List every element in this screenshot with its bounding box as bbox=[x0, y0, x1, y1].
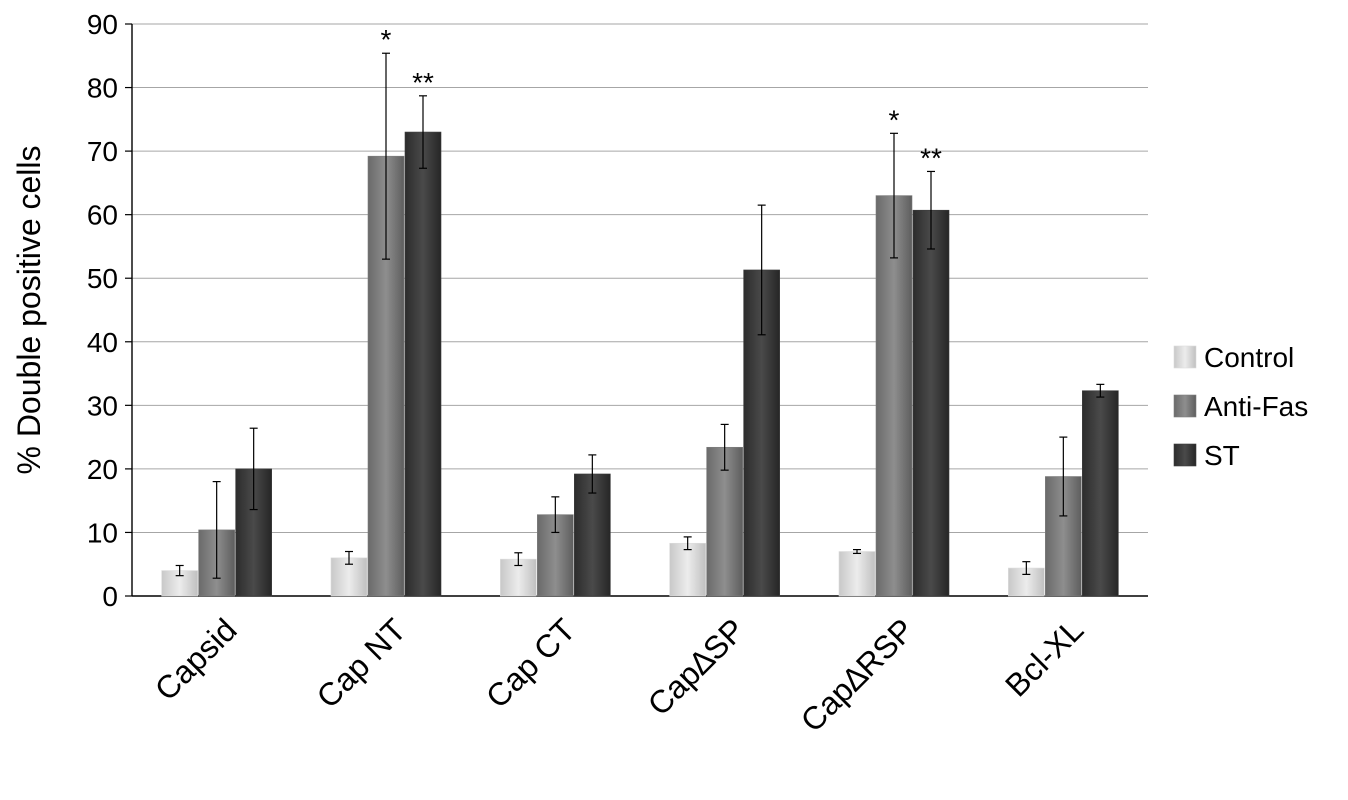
bar bbox=[1082, 390, 1119, 597]
legend-label: ST bbox=[1204, 440, 1240, 471]
category-labels: Capsid Cap NT Cap CT Cap∆SP Cap∆RSP Bcl-XL bbox=[148, 611, 1091, 738]
y-tick-labels: 0 10 20 30 40 50 60 70 80 90 bbox=[87, 9, 118, 612]
y-tick-label: 90 bbox=[87, 9, 118, 40]
bar bbox=[574, 473, 611, 597]
bar bbox=[404, 131, 442, 597]
y-tick-label: 60 bbox=[87, 200, 118, 231]
bars bbox=[161, 131, 1119, 597]
y-tick-label: 80 bbox=[87, 73, 118, 104]
significance-annotations: ****** bbox=[381, 24, 942, 173]
legend: Control Anti-Fas ST bbox=[1173, 342, 1308, 471]
axes bbox=[125, 23, 1148, 597]
category-label: Cap NT bbox=[310, 611, 413, 714]
legend-label: Anti-Fas bbox=[1204, 391, 1308, 422]
category-label: Bcl-XL bbox=[998, 611, 1090, 703]
significance-marker: ** bbox=[920, 142, 942, 173]
y-tick-label: 50 bbox=[87, 263, 118, 294]
y-tick-label: 40 bbox=[87, 327, 118, 358]
legend-swatch bbox=[1173, 443, 1197, 467]
y-tick-label: 10 bbox=[87, 517, 118, 548]
y-tick-label: 0 bbox=[102, 581, 118, 612]
significance-marker: * bbox=[381, 24, 392, 55]
y-tick-label: 20 bbox=[87, 454, 118, 485]
bar bbox=[912, 209, 950, 597]
significance-marker: * bbox=[889, 104, 900, 135]
legend-swatch bbox=[1173, 345, 1197, 369]
y-axis-label: % Double positive cells bbox=[11, 145, 47, 474]
bar bbox=[706, 446, 743, 597]
legend-label: Control bbox=[1204, 342, 1294, 373]
category-label: Cap∆SP bbox=[641, 611, 752, 722]
y-tick-label: 70 bbox=[87, 136, 118, 167]
gridlines bbox=[132, 23, 1148, 533]
legend-swatch bbox=[1173, 394, 1197, 418]
significance-marker: ** bbox=[412, 67, 434, 98]
category-label: Cap∆RSP bbox=[794, 611, 921, 738]
category-label: Capsid bbox=[148, 611, 244, 707]
category-label: Cap CT bbox=[479, 611, 582, 714]
bar bbox=[838, 551, 876, 597]
bar bbox=[669, 542, 706, 597]
y-tick-label: 30 bbox=[87, 390, 118, 421]
error-bars bbox=[175, 52, 1105, 579]
